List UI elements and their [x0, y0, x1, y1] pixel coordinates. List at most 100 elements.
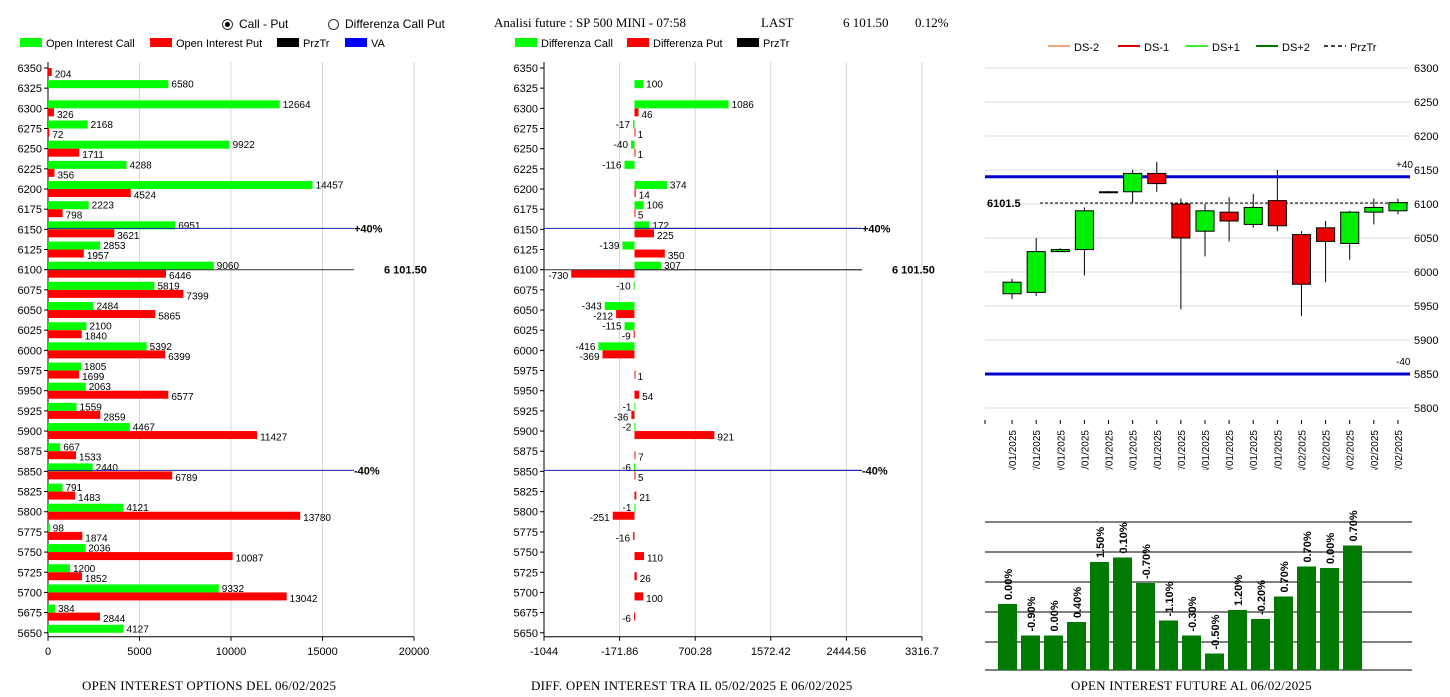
put-value-label: -16: [616, 533, 631, 544]
y-tick-label: 5975: [514, 366, 538, 378]
put-bar: [633, 531, 635, 540]
legend-swatch: [627, 38, 649, 47]
radio-diff-call-put-indicator[interactable]: [328, 18, 339, 30]
oi-future-bar: [1044, 635, 1063, 670]
legend-label: PrzTr: [303, 38, 330, 50]
radio-call-put-indicator[interactable]: [222, 18, 233, 30]
call-bar: [48, 523, 50, 532]
caption-middle: DIFF. OPEN INTEREST TRA IL 05/02/2025 E …: [531, 678, 853, 693]
put-value-label: -251: [590, 513, 610, 524]
y-tick-label: 5650: [18, 628, 42, 640]
call-bar: [634, 402, 636, 411]
call-bar: [48, 402, 77, 411]
oi-future-bar: [1297, 566, 1316, 670]
put-value-label: 46: [641, 110, 653, 121]
y-tick-label: 6225: [514, 164, 538, 176]
y-tick-label: 5800: [514, 507, 538, 519]
put-value-label: 225: [657, 231, 674, 242]
put-value-label: 7399: [186, 291, 209, 302]
put-value-label: 1874: [85, 533, 108, 544]
put-value-label: 21: [639, 493, 651, 504]
put-bar: [616, 310, 635, 319]
y-tick-label: 6200: [18, 184, 42, 196]
call-bar: [48, 160, 127, 169]
put-value-label: 921: [717, 433, 734, 444]
call-bar: [48, 281, 155, 290]
radio-diff-call-put[interactable]: Differenza Call Put: [328, 17, 445, 31]
x-tick-label: 15000: [307, 646, 338, 658]
call-value-label: -10: [616, 281, 631, 292]
oi-future-bar: [998, 604, 1017, 670]
call-value-label: 2168: [91, 120, 114, 131]
y-tick-label: 6000: [1414, 267, 1438, 279]
y-tick-label: 5950: [514, 386, 538, 398]
y-tick-label: 6325: [514, 83, 538, 95]
x-tick-label: 0: [45, 646, 51, 658]
y-tick-label: 6350: [18, 63, 42, 75]
put-value-label: 11427: [260, 433, 288, 444]
y-tick-label: 6250: [18, 144, 42, 156]
oi-future-label: 0.70%: [1348, 510, 1360, 541]
x-tick-label: 23/01/2025: [1129, 430, 1140, 470]
call-value-label: 5819: [157, 281, 180, 292]
put-value-label: 1533: [79, 453, 102, 464]
candle-body: [1219, 211, 1239, 222]
oi-future-label: -0.90%: [1026, 596, 1038, 631]
call-value-label: 1805: [84, 362, 107, 373]
legend-label: DS+2: [1282, 42, 1310, 54]
legend-label: Open Interest Call: [46, 38, 135, 50]
put-bar: [48, 108, 54, 117]
put-bar: [634, 471, 636, 480]
y-tick-label: 6325: [18, 83, 42, 95]
last-label: LAST: [761, 15, 794, 30]
legend-swatch: [277, 38, 299, 47]
x-tick-label: 07/02/2025: [1394, 430, 1405, 470]
call-value-label: -40: [614, 140, 629, 151]
call-value-label: 106: [647, 201, 664, 212]
call-bar: [48, 483, 63, 492]
x-tick-label: 04/02/2025: [1322, 430, 1333, 470]
y-tick-label: 5950: [18, 386, 42, 398]
y-tick-label: 5775: [18, 527, 42, 539]
y-tick-label: 6100: [18, 265, 42, 277]
radio-call-put[interactable]: Call - Put: [222, 17, 288, 31]
y-tick-label: 6050: [1414, 233, 1438, 245]
put-bar: [48, 148, 80, 157]
y-tick-label: 6075: [514, 285, 538, 297]
call-bar: [48, 624, 124, 633]
put-value-label: 100: [646, 594, 663, 605]
level-label: 6 101.50: [384, 265, 427, 277]
put-bar: [48, 229, 115, 238]
radio-call-put-label: Call - Put: [239, 17, 289, 31]
call-bar: [622, 241, 635, 250]
call-value-label: 4127: [127, 624, 150, 635]
candle-body: [1195, 210, 1215, 232]
put-bar: [48, 431, 258, 440]
put-bar: [48, 68, 52, 76]
y-tick-label: 6275: [514, 124, 538, 136]
y-tick-label: 5925: [18, 406, 42, 418]
x-tick-label: 21/01/2025: [1080, 430, 1091, 470]
y-tick-label: 5900: [1414, 335, 1438, 347]
y-tick-label: 5925: [514, 406, 538, 418]
y-tick-label: 6200: [1414, 131, 1438, 143]
call-value-label: 4288: [129, 160, 152, 171]
put-bar: [48, 330, 82, 339]
candle-body: [1291, 234, 1312, 285]
x-tick-label: 16/01/2025: [1008, 430, 1019, 470]
put-bar: [48, 592, 287, 601]
call-bar: [634, 503, 636, 512]
put-value-label: 5: [638, 211, 644, 222]
call-value-label: 9332: [222, 584, 245, 595]
call-value-label: 2440: [96, 463, 119, 474]
call-value-label: 2100: [89, 322, 112, 333]
x-tick-label: 10000: [216, 646, 247, 658]
put-bar: [634, 552, 645, 561]
y-tick-label: 5875: [18, 446, 42, 458]
call-bar: [48, 322, 87, 331]
put-bar: [48, 612, 101, 621]
put-bar: [633, 612, 635, 621]
y-tick-label: 6100: [514, 265, 538, 277]
call-bar: [634, 80, 644, 89]
put-value-label: 798: [66, 211, 83, 222]
